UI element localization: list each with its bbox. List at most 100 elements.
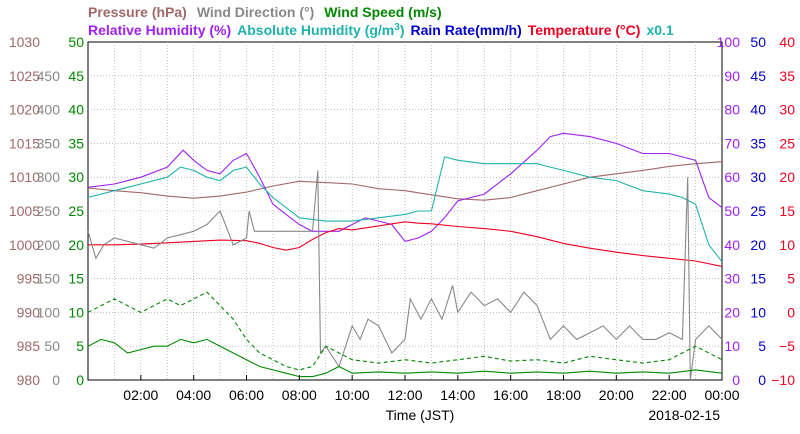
y-tick-label-pressure: 1015 bbox=[9, 135, 40, 151]
y-tick-label-pressure: 1025 bbox=[9, 68, 40, 84]
y-tick-label-wind-direction: 250 bbox=[37, 203, 61, 219]
legend-entry: Wind Speed (m/s) bbox=[324, 4, 441, 20]
y-tick-label-wind-speed: 45 bbox=[68, 68, 84, 84]
y-tick-label-wind-direction: 0 bbox=[52, 372, 60, 388]
y-tick-label-wind-speed: 0 bbox=[76, 372, 84, 388]
y-tick-label-rain-rate: 35 bbox=[750, 135, 766, 151]
y-tick-label-wind-speed: 30 bbox=[68, 169, 84, 185]
y-tick-label-temperature: 40 bbox=[779, 34, 795, 50]
y-tick-label-rain-rate: 30 bbox=[750, 169, 766, 185]
x-tick-label: 20:00 bbox=[599, 387, 634, 403]
x-tick-label: 22:00 bbox=[652, 387, 687, 403]
y-tick-label-temperature: 15 bbox=[779, 203, 795, 219]
y-tick-label-temperature: −5 bbox=[779, 338, 795, 354]
x-tick-label: 06:00 bbox=[229, 387, 264, 403]
y-tick-label-humidity: 70 bbox=[724, 135, 740, 151]
y-tick-label-rain-rate: 45 bbox=[750, 68, 766, 84]
series-line-wind-speed bbox=[87, 338, 723, 378]
grid bbox=[88, 42, 722, 380]
series-group bbox=[87, 132, 723, 381]
y-tick-label-rain-rate: 50 bbox=[750, 34, 766, 50]
y-tick-label-wind-direction: 150 bbox=[37, 271, 61, 287]
legend-entry: x0.1 bbox=[646, 22, 673, 38]
date-label: 2018-02-15 bbox=[648, 407, 720, 423]
y-tick-label-rain-rate: 25 bbox=[750, 203, 766, 219]
y-tick-label-wind-speed: 25 bbox=[68, 203, 84, 219]
y-tick-label-rain-rate: 15 bbox=[750, 271, 766, 287]
y-tick-label-humidity: 0 bbox=[732, 372, 740, 388]
y-tick-label-rain-rate: 10 bbox=[750, 304, 766, 320]
y-tick-label-temperature: 30 bbox=[779, 102, 795, 118]
series-line-humidity bbox=[87, 132, 723, 243]
x-tick-label: 18:00 bbox=[546, 387, 581, 403]
y-tick-label-humidity: 40 bbox=[724, 237, 740, 253]
y-tick-label-humidity: 60 bbox=[724, 169, 740, 185]
y-tick-label-pressure: 1000 bbox=[9, 237, 40, 253]
y-tick-label-wind-direction: 100 bbox=[37, 304, 61, 320]
y-tick-label-pressure: 990 bbox=[17, 304, 41, 320]
y-tick-label-temperature: 0 bbox=[787, 304, 795, 320]
y-tick-label-temperature: 20 bbox=[779, 169, 795, 185]
legend-entry: Temperature (°C) bbox=[528, 22, 641, 38]
legend-entry: Rain Rate(mm/h) bbox=[411, 22, 522, 38]
x-tick-label: 08:00 bbox=[282, 387, 317, 403]
series-line-humidity bbox=[87, 156, 723, 263]
y-tick-label-wind-direction: 450 bbox=[37, 68, 61, 84]
y-tick-label-temperature: −10 bbox=[771, 372, 795, 388]
y-tick-label-humidity: 90 bbox=[724, 68, 740, 84]
y-tick-label-temperature: 5 bbox=[787, 271, 795, 287]
y-tick-label-humidity: 80 bbox=[724, 102, 740, 118]
legend-entry: Pressure (hPa) bbox=[88, 4, 187, 20]
axes-group: 1030102510201015101010051000995990985980… bbox=[9, 34, 795, 388]
series-line-pressure bbox=[87, 161, 723, 201]
legend-entry: Absolute Humidity (g/m3) bbox=[237, 22, 404, 39]
series-line-temperature bbox=[88, 221, 723, 267]
x-axis-ticks: 02:00 04:00 06:00 08:00 10:00 12:00 14:00 16:00… bbox=[123, 375, 740, 403]
y-tick-label-wind-speed: 40 bbox=[68, 102, 84, 118]
y-tick-label-temperature: 25 bbox=[779, 135, 795, 151]
x-tick-label: 02:00 bbox=[123, 387, 158, 403]
x-tick-label: 10:00 bbox=[335, 387, 370, 403]
x-tick-label: 14:00 bbox=[440, 387, 475, 403]
y-tick-label-rain-rate: 20 bbox=[750, 237, 766, 253]
y-tick-label-pressure: 1030 bbox=[9, 34, 40, 50]
legend-entry: Wind Direction (°) bbox=[197, 4, 314, 20]
y-tick-label-rain-rate: 5 bbox=[758, 338, 766, 354]
y-tick-label-wind-speed: 10 bbox=[68, 304, 84, 320]
y-tick-label-pressure: 995 bbox=[17, 271, 41, 287]
y-tick-label-wind-speed: 15 bbox=[68, 271, 84, 287]
y-tick-label-temperature: 35 bbox=[779, 68, 795, 84]
series-line-wind-direction bbox=[87, 170, 723, 381]
y-tick-label-humidity: 50 bbox=[724, 203, 740, 219]
y-tick-label-pressure: 1010 bbox=[9, 169, 40, 185]
y-tick-label-wind-direction: 300 bbox=[37, 169, 61, 185]
y-tick-label-pressure: 1020 bbox=[9, 102, 40, 118]
legend-entry: Relative Humidity (%) bbox=[88, 22, 231, 38]
y-tick-label-wind-direction: 400 bbox=[37, 102, 61, 118]
y-tick-label-rain-rate: 40 bbox=[750, 102, 766, 118]
y-tick-label-rain-rate: 0 bbox=[758, 372, 766, 388]
y-tick-label-wind-speed: 5 bbox=[76, 338, 84, 354]
legend: Pressure (hPa) Wind Direction (°) Wind Spe… bbox=[88, 4, 674, 38]
x-tick-label: 16:00 bbox=[493, 387, 528, 403]
y-tick-label-wind-speed: 20 bbox=[68, 237, 84, 253]
x-tick-label: 12:00 bbox=[387, 387, 422, 403]
y-tick-label-temperature: 10 bbox=[779, 237, 795, 253]
y-tick-label-humidity: 20 bbox=[724, 304, 740, 320]
y-tick-label-wind-direction: 200 bbox=[37, 237, 61, 253]
y-tick-label-wind-direction: 350 bbox=[37, 135, 61, 151]
y-tick-label-pressure: 985 bbox=[17, 338, 41, 354]
y-tick-label-wind-speed: 50 bbox=[68, 34, 84, 50]
series-line-wind-speed bbox=[87, 291, 723, 371]
y-tick-label-pressure: 1005 bbox=[9, 203, 40, 219]
x-tick-label: 04:00 bbox=[176, 387, 211, 403]
y-tick-label-humidity: 100 bbox=[717, 34, 741, 50]
y-tick-label-pressure: 980 bbox=[17, 372, 41, 388]
y-tick-label-humidity: 10 bbox=[724, 338, 740, 354]
y-tick-label-wind-speed: 35 bbox=[68, 135, 84, 151]
y-tick-label-humidity: 30 bbox=[724, 271, 740, 287]
x-axis-label: Time (JST) bbox=[386, 407, 455, 423]
y-tick-label-wind-direction: 50 bbox=[44, 338, 60, 354]
x-tick-label: 00:00 bbox=[704, 387, 739, 403]
